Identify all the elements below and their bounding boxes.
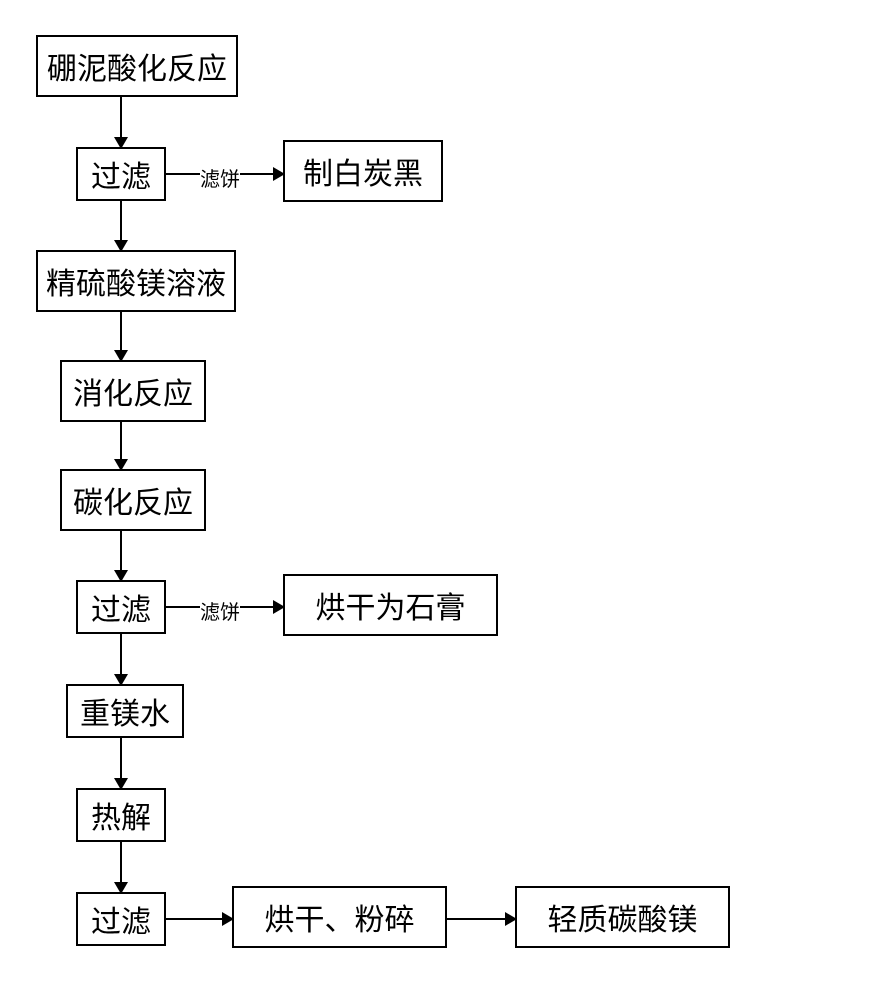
flowchart-node: 过滤 [76, 580, 166, 634]
flowchart-node: 烘干为石膏 [283, 574, 498, 636]
flowchart-node: 碳化反应 [60, 469, 206, 531]
flowchart-node: 轻质碳酸镁 [515, 886, 730, 948]
flowchart-node: 制白炭黑 [283, 140, 443, 202]
flowchart-canvas: 硼泥酸化反应过滤制白炭黑精硫酸镁溶液消化反应碳化反应过滤烘干为石膏重镁水热解过滤… [0, 0, 877, 1000]
flowchart-node: 热解 [76, 788, 166, 842]
flowchart-node: 精硫酸镁溶液 [36, 250, 236, 312]
flowchart-node: 过滤 [76, 892, 166, 946]
flowchart-node: 烘干、粉碎 [232, 886, 447, 948]
flowchart-node: 重镁水 [66, 684, 184, 738]
flowchart-node: 硼泥酸化反应 [36, 35, 238, 97]
flowchart-edge-label: 滤饼 [200, 596, 240, 625]
flowchart-node: 过滤 [76, 147, 166, 201]
flowchart-edge-label: 滤饼 [200, 163, 240, 192]
flowchart-node: 消化反应 [60, 360, 206, 422]
